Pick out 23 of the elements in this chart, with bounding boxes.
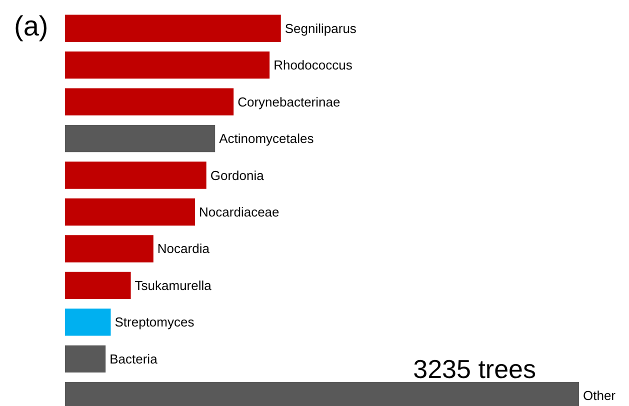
bar: [65, 88, 234, 116]
bar: [65, 198, 196, 226]
y-tick-label: Corynebacterinae: [238, 94, 340, 110]
y-tick-label: Rhodococcus: [274, 58, 353, 73]
chart-title: (a): [14, 10, 48, 42]
bar: [65, 52, 270, 79]
y-tick-label: Segniliparus: [284, 20, 357, 36]
y-tick-label: Bacteria: [110, 351, 158, 366]
bar: [65, 124, 216, 152]
bar: [65, 162, 206, 189]
annotation: 3235 trees: [413, 354, 536, 384]
y-tick-label: Nocardia: [157, 241, 210, 256]
y-tick-label: Other: [583, 388, 616, 404]
bar: [65, 235, 154, 262]
y-tick-label: Tsukamurella: [134, 278, 212, 293]
y-tick-label: Nocardiaceae: [199, 204, 280, 220]
bar: [65, 14, 281, 42]
bar: [65, 272, 131, 300]
y-tick-label: Gordonia: [210, 168, 265, 183]
bar: [65, 345, 106, 372]
y-tick-label: Actinomycetales: [219, 131, 314, 146]
y-tick-label: Streptomyces: [114, 314, 195, 330]
bar: [65, 308, 111, 336]
